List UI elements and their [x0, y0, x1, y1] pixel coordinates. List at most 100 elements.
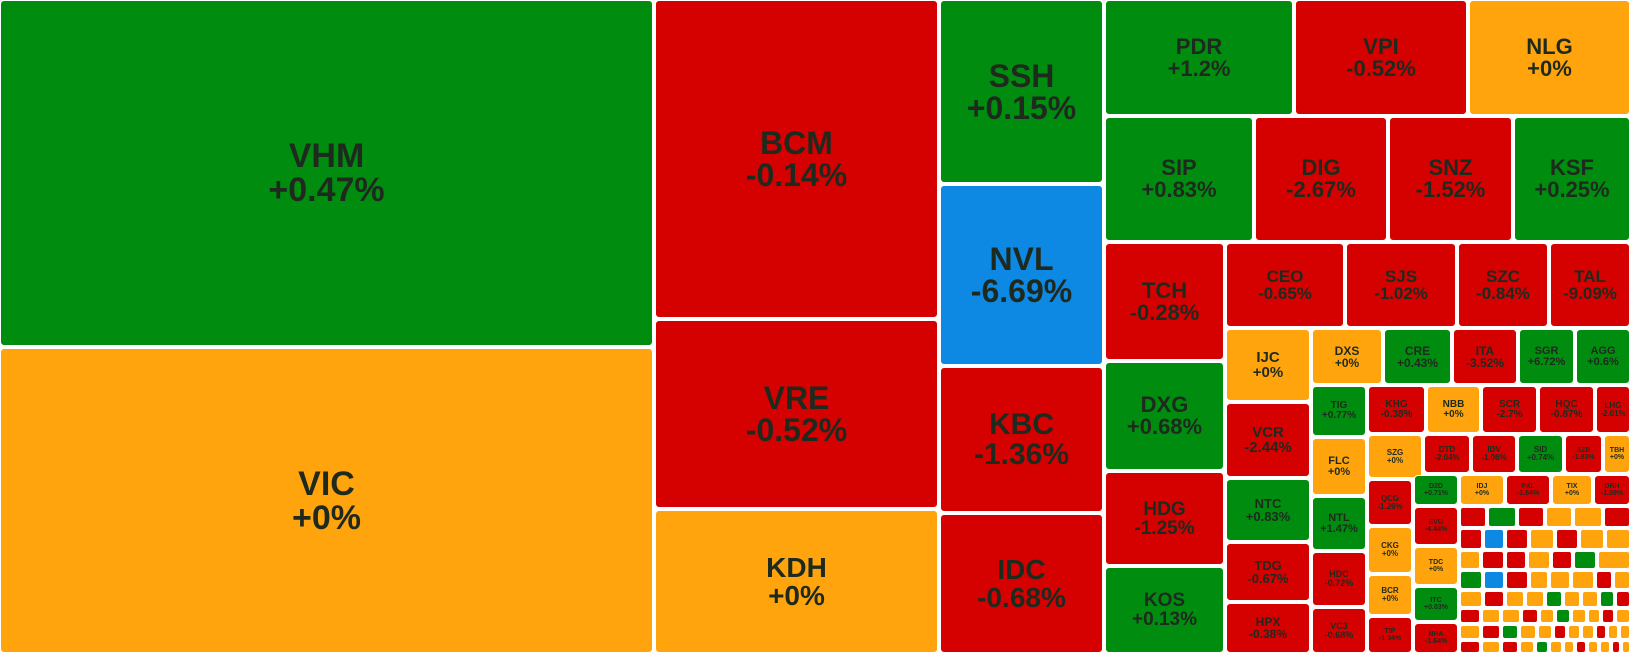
tile-unlabeled[interactable]: [1582, 591, 1598, 607]
tile-unlabeled[interactable]: [1502, 641, 1518, 653]
tile-ntl[interactable]: NTL +1.47%: [1312, 497, 1366, 550]
tile-unlabeled[interactable]: [1600, 591, 1614, 607]
tile-unlabeled[interactable]: [1536, 641, 1548, 653]
tile-sid[interactable]: SID +0.74%: [1518, 435, 1563, 473]
tile-vhm[interactable]: VHM +0.47%: [0, 0, 653, 346]
tile-sjs[interactable]: SJS -1.02%: [1346, 243, 1456, 327]
tile-bcr[interactable]: BCR +0%: [1368, 575, 1412, 615]
tile-ckg[interactable]: CKG +0%: [1368, 527, 1412, 573]
tile-unlabeled[interactable]: [1482, 551, 1504, 569]
tile-unlabeled[interactable]: [1572, 609, 1586, 623]
tile-hqc[interactable]: HQC -0.87%: [1539, 386, 1594, 433]
tile-unlabeled[interactable]: [1612, 641, 1620, 653]
tile-dxg[interactable]: DXG +0.68%: [1105, 362, 1224, 470]
tile-unlabeled[interactable]: [1546, 591, 1562, 607]
tile-nlg[interactable]: NLG +0%: [1469, 0, 1630, 115]
tile-scr[interactable]: SCR -2.7%: [1482, 386, 1537, 433]
tile-unlabeled[interactable]: [1596, 571, 1612, 589]
tile-d2d[interactable]: D2D +0.71%: [1414, 475, 1458, 505]
tile-dxs[interactable]: DXS +0%: [1312, 329, 1382, 384]
tile-ita[interactable]: ITA -3.52%: [1453, 329, 1517, 384]
tile-unlabeled[interactable]: [1502, 625, 1518, 639]
tile-unlabeled[interactable]: [1482, 609, 1500, 623]
tile-flc[interactable]: FLC +0%: [1312, 438, 1366, 495]
tile-unlabeled[interactable]: [1460, 571, 1482, 589]
tile-agg[interactable]: AGG +0.6%: [1576, 329, 1630, 384]
tile-unlabeled[interactable]: [1598, 551, 1630, 569]
tile-lhg[interactable]: LHG -2.01%: [1596, 386, 1630, 433]
tile-khg[interactable]: KHG -0.38%: [1368, 386, 1425, 433]
tile-unlabeled[interactable]: [1620, 625, 1630, 639]
tile-tdg[interactable]: TDG -0.67%: [1226, 543, 1310, 601]
tile-unlabeled[interactable]: [1572, 571, 1594, 589]
tile-unlabeled[interactable]: [1530, 529, 1554, 549]
tile-vic[interactable]: VIC +0%: [0, 348, 653, 653]
tile-unlabeled[interactable]: [1518, 507, 1544, 527]
tile-idj[interactable]: IDJ +0%: [1460, 475, 1504, 505]
tile-nha[interactable]: NHA -1.64%: [1414, 623, 1458, 653]
tile-vc3[interactable]: VC3 -0.68%: [1312, 608, 1366, 653]
tile-unlabeled[interactable]: [1564, 591, 1580, 607]
tile-szc[interactable]: SZC -0.84%: [1458, 243, 1548, 327]
tile-unlabeled[interactable]: [1528, 551, 1550, 569]
tile-kos[interactable]: KOS +0.13%: [1105, 567, 1224, 653]
tile-unlabeled[interactable]: [1546, 507, 1572, 527]
tile-ceo[interactable]: CEO -0.65%: [1226, 243, 1344, 327]
tile-idv[interactable]: IDV -1.06%: [1472, 435, 1516, 473]
tile-hdg[interactable]: HDG -1.25%: [1105, 472, 1224, 565]
tile-unlabeled[interactable]: [1616, 591, 1630, 607]
tile-unlabeled[interactable]: [1526, 591, 1544, 607]
tile-unlabeled[interactable]: [1556, 609, 1570, 623]
tile-unlabeled[interactable]: [1484, 591, 1504, 607]
tile-tdc[interactable]: TDC +0%: [1414, 547, 1458, 585]
tile-unlabeled[interactable]: [1622, 641, 1630, 653]
tile-unlabeled[interactable]: [1602, 609, 1614, 623]
tile-bcm[interactable]: BCM -0.14%: [655, 0, 938, 318]
tile-itc[interactable]: ITC +0.03%: [1414, 587, 1458, 621]
tile-unlabeled[interactable]: [1460, 529, 1482, 549]
tile-unlabeled[interactable]: [1460, 551, 1480, 569]
tile-unlabeled[interactable]: [1540, 609, 1554, 623]
tile-unlabeled[interactable]: [1608, 625, 1618, 639]
tile-dtd[interactable]: DTD -2.04%: [1424, 435, 1470, 473]
tile-unlabeled[interactable]: [1484, 571, 1504, 589]
tile-tal[interactable]: TAL -9.09%: [1550, 243, 1630, 327]
tile-unlabeled[interactable]: [1460, 625, 1480, 639]
tile-hpx[interactable]: HPX -0.38%: [1226, 603, 1310, 653]
tile-vpi[interactable]: VPI -0.52%: [1295, 0, 1467, 115]
tile-vre[interactable]: VRE -0.52%: [655, 320, 938, 508]
tile-unlabeled[interactable]: [1506, 551, 1526, 569]
tile-vcr[interactable]: VCR -2.44%: [1226, 403, 1310, 477]
tile-unlabeled[interactable]: [1482, 641, 1500, 653]
tile-sgr[interactable]: SGR +6.72%: [1519, 329, 1574, 384]
tile-unlabeled[interactable]: [1506, 529, 1528, 549]
tile-unlabeled[interactable]: [1550, 571, 1570, 589]
tile-unlabeled[interactable]: [1600, 641, 1610, 653]
tile-sip[interactable]: SIP +0.83%: [1105, 117, 1253, 241]
tile-unlabeled[interactable]: [1588, 641, 1598, 653]
tile-unlabeled[interactable]: [1550, 641, 1562, 653]
tile-evg[interactable]: EVG -4.44%: [1414, 507, 1458, 545]
tile-ssh[interactable]: SSH +0.15%: [940, 0, 1103, 183]
tile-unlabeled[interactable]: [1506, 591, 1524, 607]
tile-tbh[interactable]: TBH +0%: [1604, 435, 1630, 473]
tile-unlabeled[interactable]: [1554, 625, 1566, 639]
tile-nvl[interactable]: NVL -6.69%: [940, 185, 1103, 365]
tile-unlabeled[interactable]: [1482, 625, 1500, 639]
tile-drh[interactable]: DRH -1.09%: [1594, 475, 1630, 505]
tile-szb[interactable]: SZB -1.93%: [1565, 435, 1602, 473]
tile-unlabeled[interactable]: [1520, 625, 1536, 639]
tile-unlabeled[interactable]: [1522, 609, 1538, 623]
tile-unlabeled[interactable]: [1460, 507, 1486, 527]
tile-ijc[interactable]: IJC +0%: [1226, 329, 1310, 401]
tile-unlabeled[interactable]: [1576, 641, 1586, 653]
tile-idc[interactable]: IDC -0.68%: [940, 514, 1103, 653]
tile-unlabeled[interactable]: [1596, 625, 1606, 639]
tile-cre[interactable]: CRE +0.43%: [1384, 329, 1451, 384]
tile-unlabeled[interactable]: [1552, 551, 1572, 569]
tile-unlabeled[interactable]: [1460, 641, 1480, 653]
tile-unlabeled[interactable]: [1460, 591, 1482, 607]
tile-unlabeled[interactable]: [1530, 571, 1548, 589]
tile-unlabeled[interactable]: [1502, 609, 1520, 623]
tile-ntc[interactable]: NTC +0.83%: [1226, 479, 1310, 541]
